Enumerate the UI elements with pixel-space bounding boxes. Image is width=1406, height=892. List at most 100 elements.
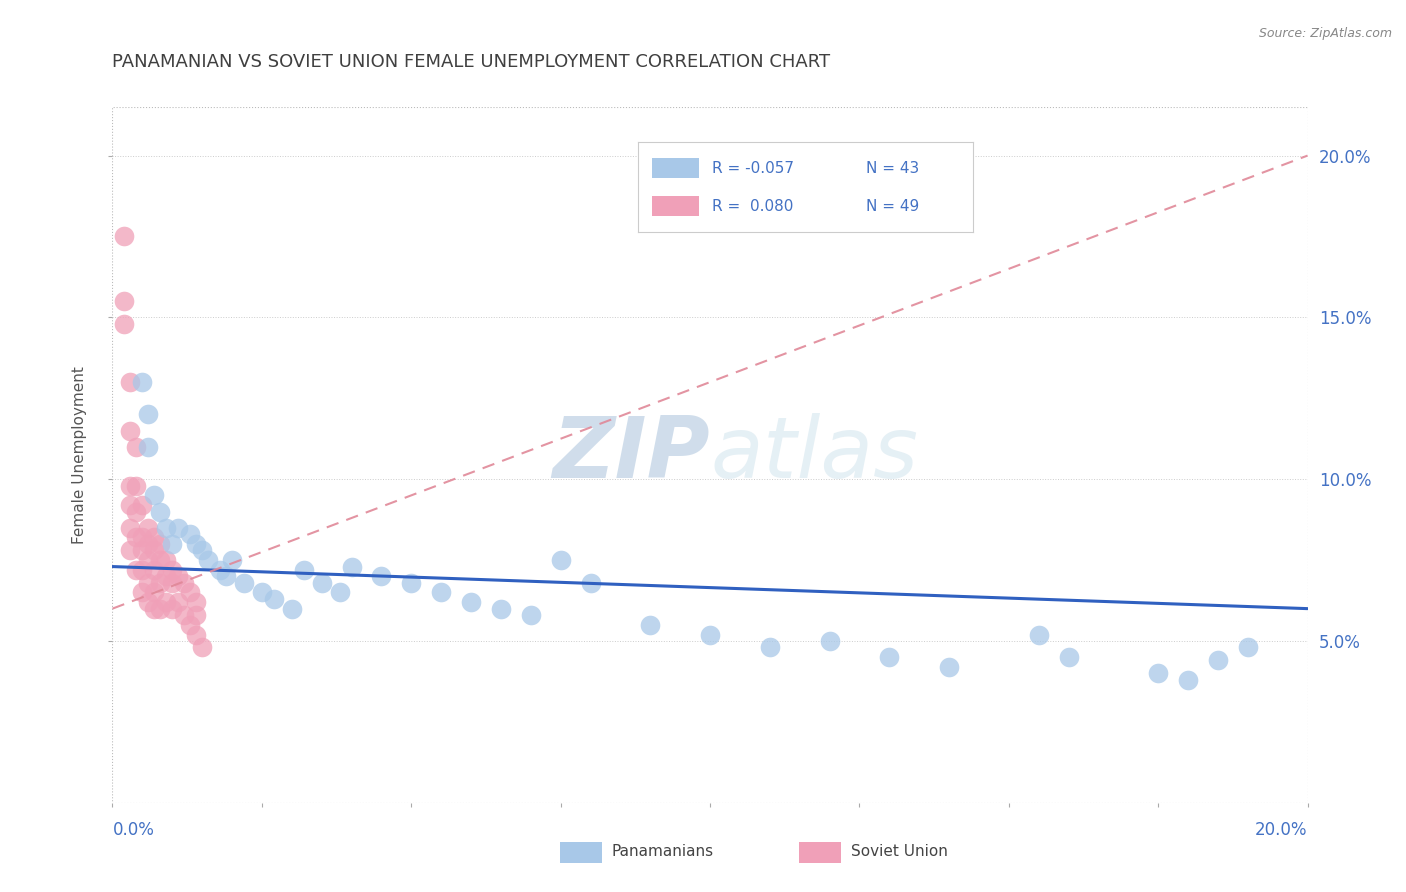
- Point: [143, 585, 166, 599]
- Point: [125, 440, 148, 454]
- Point: [328, 585, 352, 599]
- Point: [155, 521, 177, 535]
- Point: [221, 553, 243, 567]
- Point: [401, 575, 423, 590]
- Point: [125, 478, 148, 492]
- Point: [460, 595, 482, 609]
- Point: [179, 527, 201, 541]
- Point: [114, 229, 135, 244]
- Point: [179, 585, 201, 599]
- Point: [149, 504, 172, 518]
- Point: [143, 601, 166, 615]
- Point: [173, 608, 195, 623]
- Point: [131, 375, 153, 389]
- Point: [208, 563, 231, 577]
- Text: 20.0%: 20.0%: [1256, 821, 1308, 838]
- Point: [149, 575, 172, 590]
- Point: [120, 521, 142, 535]
- Point: [131, 531, 153, 545]
- Point: [818, 634, 841, 648]
- Point: [138, 408, 160, 422]
- Point: [162, 563, 183, 577]
- Point: [125, 563, 148, 577]
- Point: [173, 575, 195, 590]
- Point: [197, 553, 219, 567]
- Point: [131, 543, 153, 558]
- Point: [340, 559, 363, 574]
- Point: [263, 591, 285, 606]
- Text: Panamanians: Panamanians: [612, 845, 714, 859]
- Point: [1028, 627, 1050, 641]
- Point: [131, 498, 153, 512]
- Point: [114, 294, 135, 309]
- Point: [232, 575, 256, 590]
- Point: [215, 569, 238, 583]
- Point: [250, 585, 273, 599]
- Point: [131, 563, 153, 577]
- Point: [114, 317, 135, 331]
- Text: atlas: atlas: [710, 413, 918, 497]
- Point: [1177, 673, 1199, 687]
- Point: [149, 601, 172, 615]
- Point: [131, 585, 153, 599]
- Point: [281, 601, 304, 615]
- Point: [138, 440, 160, 454]
- Point: [138, 537, 160, 551]
- Point: [1057, 650, 1080, 665]
- Point: [311, 575, 333, 590]
- Point: [179, 617, 201, 632]
- Point: [520, 608, 543, 623]
- Point: [186, 537, 208, 551]
- Point: [120, 424, 142, 438]
- Point: [138, 575, 160, 590]
- Point: [186, 608, 208, 623]
- Point: [162, 537, 183, 551]
- Text: Source: ZipAtlas.com: Source: ZipAtlas.com: [1258, 27, 1392, 40]
- Point: [167, 569, 190, 583]
- Point: [143, 531, 166, 545]
- Point: [155, 569, 177, 583]
- Point: [1206, 653, 1229, 667]
- Point: [167, 521, 190, 535]
- Point: [638, 617, 662, 632]
- Point: [292, 563, 315, 577]
- Point: [125, 504, 148, 518]
- Point: [138, 595, 160, 609]
- Point: [120, 478, 142, 492]
- Point: [938, 660, 960, 674]
- Point: [1237, 640, 1260, 655]
- Point: [143, 488, 166, 502]
- Point: [162, 601, 183, 615]
- Point: [125, 531, 148, 545]
- Point: [120, 543, 142, 558]
- Point: [138, 521, 160, 535]
- Point: [550, 553, 572, 567]
- Point: [120, 375, 142, 389]
- Point: [155, 595, 177, 609]
- Text: PANAMANIAN VS SOVIET UNION FEMALE UNEMPLOYMENT CORRELATION CHART: PANAMANIAN VS SOVIET UNION FEMALE UNEMPL…: [112, 54, 831, 71]
- Point: [149, 537, 172, 551]
- Point: [370, 569, 392, 583]
- Point: [699, 627, 721, 641]
- Point: [162, 575, 183, 590]
- Text: 0.0%: 0.0%: [112, 821, 155, 838]
- Point: [143, 563, 166, 577]
- Point: [759, 640, 782, 655]
- Text: Soviet Union: Soviet Union: [851, 845, 948, 859]
- Point: [186, 595, 208, 609]
- Point: [1147, 666, 1170, 681]
- Point: [143, 543, 166, 558]
- Y-axis label: Female Unemployment: Female Unemployment: [72, 366, 87, 544]
- Point: [191, 640, 214, 655]
- Point: [167, 595, 190, 609]
- Point: [579, 575, 602, 590]
- Point: [155, 553, 177, 567]
- Point: [186, 627, 208, 641]
- Point: [191, 543, 214, 558]
- Point: [120, 498, 142, 512]
- Point: [877, 650, 901, 665]
- Point: [489, 601, 512, 615]
- Text: ZIP: ZIP: [553, 413, 710, 497]
- Point: [430, 585, 453, 599]
- Point: [138, 553, 160, 567]
